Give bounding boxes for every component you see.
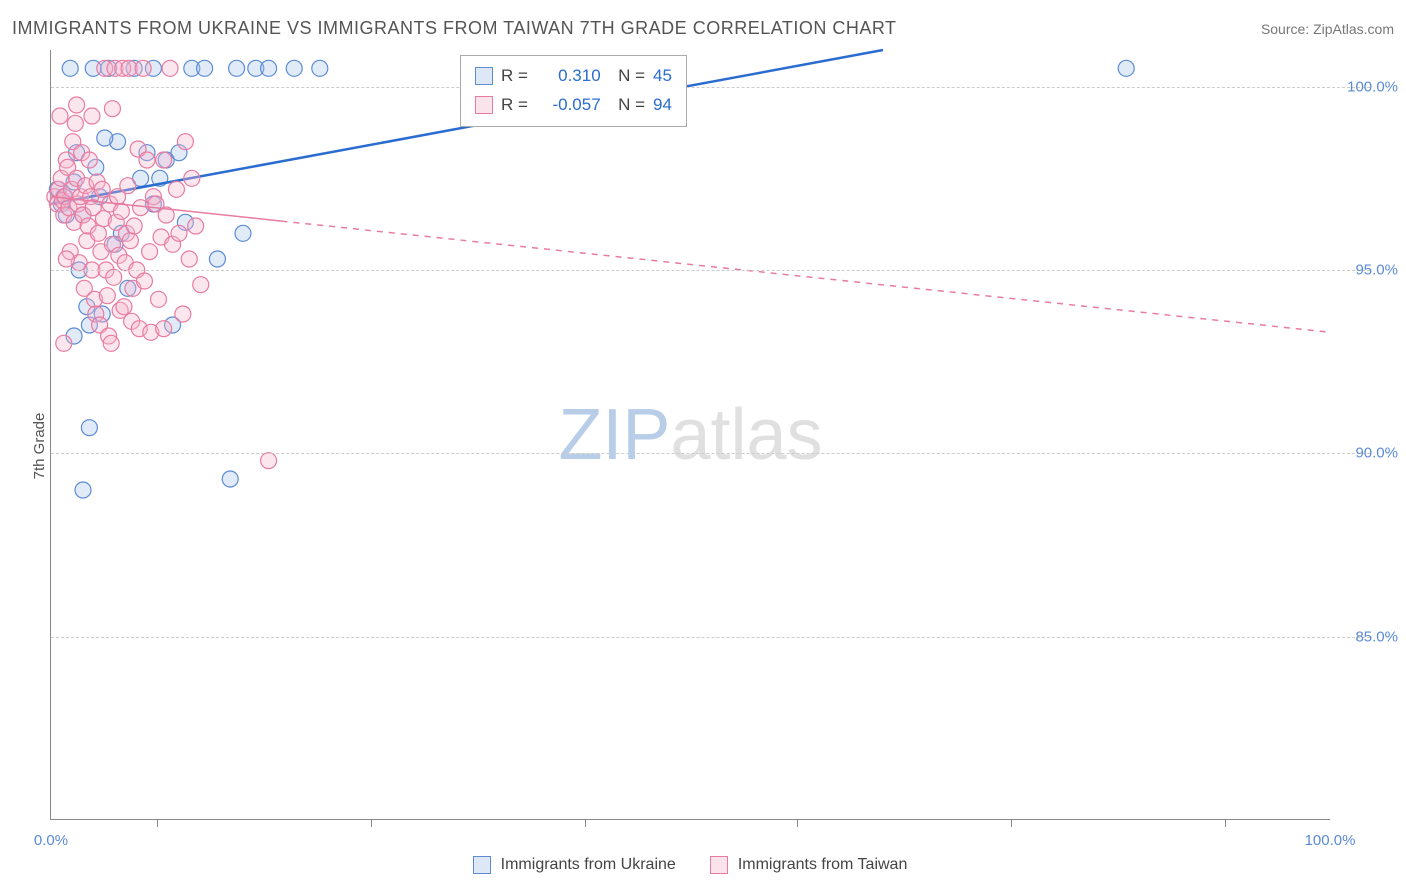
gridline-horizontal (51, 453, 1370, 454)
data-point (171, 225, 187, 241)
scatter-svg (51, 50, 1330, 819)
data-point (122, 233, 138, 249)
chart-title: IMMIGRANTS FROM UKRAINE VS IMMIGRANTS FR… (12, 18, 897, 39)
data-point (193, 277, 209, 293)
x-tick (585, 819, 586, 827)
data-point (67, 115, 83, 131)
data-point (81, 152, 97, 168)
data-point (58, 251, 74, 267)
x-tick (797, 819, 798, 827)
gridline-horizontal (51, 270, 1370, 271)
stats-swatch (475, 96, 493, 114)
data-point (175, 306, 191, 322)
x-axis-min-label: 0.0% (34, 832, 68, 849)
data-point (177, 134, 193, 150)
data-point (261, 60, 277, 76)
data-point (261, 453, 277, 469)
bottom-legend: Immigrants from Ukraine Immigrants from … (50, 856, 1330, 874)
legend-label-taiwan: Immigrants from Taiwan (738, 856, 908, 874)
stats-n-value: 94 (653, 91, 672, 120)
data-point (103, 335, 119, 351)
y-axis-label: 7th Grade (31, 413, 48, 480)
stats-r-value: -0.057 (541, 91, 601, 120)
data-point (235, 225, 251, 241)
legend-swatch-ukraine (473, 856, 491, 874)
data-point (229, 60, 245, 76)
data-point (168, 181, 184, 197)
x-tick (371, 819, 372, 827)
data-point (151, 291, 167, 307)
x-tick (1225, 819, 1226, 827)
data-point (84, 108, 100, 124)
stats-n-value: 45 (653, 62, 672, 91)
data-point (56, 335, 72, 351)
y-tick-label: 90.0% (1355, 445, 1398, 462)
data-point (197, 60, 213, 76)
data-point (97, 130, 113, 146)
stats-n-label: N = (609, 91, 645, 120)
data-point (116, 299, 132, 315)
data-point (135, 60, 151, 76)
stats-row: R = 0.310 N = 45 (475, 62, 672, 91)
correlation-stats-box: R = 0.310 N = 45R = -0.057 N = 94 (460, 55, 687, 127)
stats-n-label: N = (609, 62, 645, 91)
data-point (184, 170, 200, 186)
stats-r-value: 0.310 (541, 62, 601, 91)
x-axis-max-label: 100.0% (1305, 832, 1356, 849)
legend-swatch-taiwan (710, 856, 728, 874)
data-point (1118, 60, 1134, 76)
gridline-horizontal (51, 87, 1370, 88)
data-point (90, 225, 106, 241)
data-point (126, 218, 142, 234)
stats-r-label: R = (501, 62, 533, 91)
legend-item-taiwan: Immigrants from Taiwan (710, 856, 908, 874)
data-point (139, 152, 155, 168)
header-bar: IMMIGRANTS FROM UKRAINE VS IMMIGRANTS FR… (12, 18, 1394, 39)
stats-row: R = -0.057 N = 94 (475, 91, 672, 120)
source-attribution: Source: ZipAtlas.com (1261, 21, 1394, 37)
data-point (162, 60, 178, 76)
y-tick-label: 85.0% (1355, 628, 1398, 645)
data-point (312, 60, 328, 76)
data-point (113, 203, 129, 219)
data-point (62, 60, 78, 76)
data-point (94, 181, 110, 197)
data-point (222, 471, 238, 487)
legend-label-ukraine: Immigrants from Ukraine (501, 856, 676, 874)
trend-line-dashed (281, 221, 1331, 332)
data-point (81, 420, 97, 436)
data-point (106, 269, 122, 285)
data-point (99, 288, 115, 304)
data-point (120, 178, 136, 194)
stats-r-label: R = (501, 91, 533, 120)
data-point (104, 101, 120, 117)
data-point (156, 152, 172, 168)
y-tick-label: 95.0% (1355, 262, 1398, 279)
stats-swatch (475, 67, 493, 85)
plot-area: ZIPatlas 0.0% 100.0% 85.0%90.0%95.0%100.… (50, 50, 1330, 820)
data-point (75, 482, 91, 498)
data-point (133, 200, 149, 216)
data-point (136, 273, 152, 289)
x-tick (1011, 819, 1012, 827)
data-point (142, 244, 158, 260)
legend-item-ukraine: Immigrants from Ukraine (473, 856, 676, 874)
data-point (52, 108, 68, 124)
data-point (209, 251, 225, 267)
data-point (69, 97, 85, 113)
x-tick (157, 819, 158, 827)
y-tick-label: 100.0% (1347, 78, 1398, 95)
data-point (286, 60, 302, 76)
data-point (181, 251, 197, 267)
data-point (188, 218, 204, 234)
data-point (156, 321, 172, 337)
gridline-horizontal (51, 637, 1370, 638)
